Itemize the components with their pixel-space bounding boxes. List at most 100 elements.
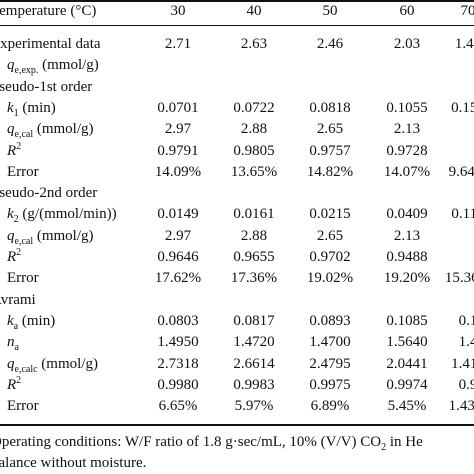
- label-subscript: 2: [13, 214, 19, 226]
- label-symbol: R: [7, 376, 17, 393]
- cell-value: 1.4: [458, 334, 474, 351]
- cell-value: 0.9975: [309, 376, 351, 393]
- cell-value: 0.0409: [386, 206, 428, 223]
- cell-value: 1.5640: [386, 334, 428, 351]
- cell-value: 2.03: [393, 36, 421, 52]
- row-label: Experimental data: [0, 36, 101, 52]
- cell-value: 2.65: [316, 227, 344, 244]
- label-subscript: e,exp.: [14, 65, 39, 77]
- row-label: R2: [7, 375, 21, 395]
- footnote-line-2: balance without moisture.: [0, 455, 147, 471]
- row-label: qe,exp. (mmol/g): [7, 55, 99, 77]
- cell-value: 0.1085: [386, 312, 428, 329]
- cell-value: 6.65%: [158, 398, 198, 415]
- cell-value: 2.4795: [309, 355, 351, 372]
- label-unit: (mmol/g): [42, 57, 99, 74]
- label-symbol: q: [7, 355, 15, 372]
- label-symbol: q: [7, 57, 15, 74]
- cell-value: 19.20%: [383, 270, 431, 287]
- header-temp: 70: [460, 3, 474, 19]
- cell-value: 17.62%: [154, 270, 202, 287]
- cell-value: 0.1055: [386, 99, 428, 116]
- label-symbol: q: [7, 121, 15, 138]
- cell-value: 2.46: [316, 36, 344, 52]
- label-text: Error: [7, 398, 39, 415]
- cell-value: 0.0803: [157, 312, 199, 329]
- label-symbol: k: [7, 312, 14, 329]
- cell-value: 0.0215: [309, 206, 351, 223]
- row-label: ka (min): [7, 311, 56, 332]
- cell-value: 0.9655: [233, 249, 275, 265]
- cell-value: 0.0161: [233, 206, 275, 223]
- cell-value: 2.88: [240, 121, 268, 138]
- cell-value: 0.9791: [157, 142, 199, 159]
- label-symbol: R: [7, 249, 17, 265]
- cell-value: 1.43%: [448, 398, 474, 415]
- cell-value: 13.65%: [230, 163, 278, 180]
- cell-value: 0.0149: [157, 206, 199, 223]
- label-subscript: a: [14, 342, 19, 354]
- bottom-rule: [0, 424, 474, 426]
- cell-value: 14.07%: [383, 163, 431, 180]
- cell-value: 2.0441: [386, 355, 428, 372]
- cell-value: 2.97: [164, 121, 192, 138]
- cell-value: 0.9805: [233, 142, 275, 159]
- footnote-line-1: Operating conditions: W/F ratio of 1.8 g…: [0, 432, 423, 453]
- label-unit: (g/(mmol/min)): [22, 206, 117, 223]
- cell-value: 2.97: [164, 227, 192, 244]
- top-rule: [0, 0, 474, 2]
- row-label: Pseudo-1st order: [0, 78, 93, 95]
- cell-value: 0.0722: [233, 99, 275, 116]
- row-label: qe,cal (mmol/g): [7, 119, 94, 141]
- label-unit: (mmol/g): [41, 355, 98, 372]
- label-text: Error: [7, 270, 39, 287]
- label-symbol: q: [7, 227, 15, 244]
- cell-value: 6.89%: [310, 398, 350, 415]
- cell-value: 0.114: [451, 206, 474, 223]
- cell-value: 0.9728: [386, 142, 428, 159]
- label-subscript: e,cal: [14, 129, 34, 141]
- cell-value: 2.88: [240, 227, 268, 244]
- cell-value: 0.9488: [386, 249, 428, 265]
- cell-value: 2.63: [240, 36, 268, 52]
- label-superscript: 2: [16, 140, 22, 152]
- cell-value: 0.9702: [309, 249, 351, 265]
- label-unit: (min): [21, 312, 56, 329]
- row-label: qe,cal (mmol/g): [7, 226, 94, 247]
- cell-value: 2.13: [393, 121, 421, 138]
- label-symbol: n: [7, 334, 15, 351]
- label-unit: (mmol/g): [36, 121, 94, 138]
- cell-value: 0.155: [451, 99, 474, 116]
- cell-value: 17.36%: [230, 270, 278, 287]
- header-temp: 50: [322, 3, 338, 19]
- cell-value: 9.64%: [448, 163, 474, 180]
- cell-value: 2.13: [393, 227, 421, 244]
- cell-value: 0.9757: [309, 142, 351, 159]
- label-symbol: R: [7, 142, 17, 159]
- row-label: Pseudo-2nd order: [0, 185, 98, 202]
- cell-value: 15.36%: [444, 270, 474, 287]
- row-label: Error: [7, 268, 39, 288]
- cell-value: 0.9646: [157, 249, 199, 265]
- cell-value: 0.9983: [233, 376, 275, 393]
- cell-value: 0.9: [458, 376, 474, 393]
- label-superscript: 2: [16, 247, 22, 258]
- row-label: k2 (g/(mmol/min)): [7, 204, 117, 226]
- row-label: R2: [7, 141, 21, 161]
- footnote-text: in He: [386, 434, 423, 450]
- row-label: qe,calc (mmol/g): [7, 354, 98, 375]
- cell-value: 5.45%: [387, 398, 427, 415]
- cell-value: 2.6614: [233, 355, 275, 372]
- cell-value: 0.0701: [157, 99, 199, 116]
- cell-value: 14.09%: [154, 163, 202, 180]
- header-label: Temperature (°C): [0, 3, 97, 19]
- cell-value: 0.0893: [309, 312, 351, 329]
- label-subscript: e,cal: [14, 235, 34, 247]
- row-label: k1 (min): [7, 98, 56, 119]
- cell-value: 1.41: [454, 36, 474, 52]
- cell-value: 0.0817: [233, 312, 275, 329]
- cell-value: 1.4720: [233, 334, 275, 351]
- label-unit: (min): [22, 99, 56, 116]
- footnote-sub: 2: [381, 442, 387, 453]
